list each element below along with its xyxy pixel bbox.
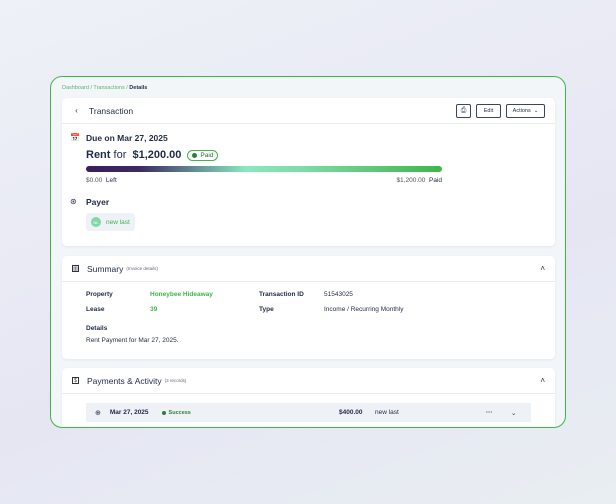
chevron-up-icon[interactable]: ˄ bbox=[540, 376, 545, 385]
left-value: $0.00 bbox=[86, 177, 103, 184]
paid-value: $1,200.00 bbox=[396, 177, 426, 184]
dollar-circle-icon: ⊕ bbox=[95, 409, 101, 417]
type-label: Type bbox=[259, 306, 274, 313]
summary-title: Summary bbox=[87, 263, 124, 274]
transaction-id-label: Transaction ID bbox=[259, 291, 304, 298]
left-label: Left bbox=[105, 177, 117, 184]
details-text: Rent Payment for Mar 27, 2025. bbox=[86, 337, 179, 344]
summary-header[interactable]: ▥ Summary (Invoice details) ˄ bbox=[62, 256, 555, 282]
page-title: Transaction bbox=[89, 105, 134, 116]
summary-subtitle: (Invoice details) bbox=[126, 266, 158, 271]
summary-card: ▥ Summary (Invoice details) ˄ Property H… bbox=[62, 256, 555, 359]
property-label: Property bbox=[86, 291, 113, 298]
left-amount: $0.00 Left bbox=[86, 177, 117, 184]
money-icon: $ bbox=[72, 377, 79, 384]
actions-label: Actions bbox=[512, 107, 531, 114]
chevron-down-icon: ⌄ bbox=[533, 107, 539, 114]
for-label: for bbox=[113, 149, 127, 161]
payment-status: Success bbox=[168, 409, 191, 416]
payer-icon: ⊛ bbox=[70, 197, 77, 206]
rent-amount-line: Rent for $1,200.00 Paid bbox=[86, 149, 219, 161]
status-label: Paid bbox=[200, 151, 214, 159]
amount: $1,200.00 bbox=[132, 149, 182, 161]
payment-amount: $400.00 bbox=[339, 409, 363, 416]
success-icon bbox=[161, 410, 166, 415]
breadcrumb-dashboard[interactable]: Dashboard bbox=[62, 85, 89, 91]
more-icon[interactable]: ··· bbox=[486, 409, 493, 416]
payer-title: Payer bbox=[86, 197, 110, 207]
payer-chip[interactable]: NL new last bbox=[86, 213, 135, 231]
chevron-up-icon[interactable]: ˄ bbox=[540, 264, 545, 273]
payments-card: $ Payments & Activity (3 records) ˄ ⊕ Ma… bbox=[62, 368, 555, 427]
payments-title: Payments & Activity bbox=[87, 375, 162, 386]
payments-header[interactable]: $ Payments & Activity (3 records) ˄ bbox=[62, 368, 555, 394]
transaction-card: ‹ Transaction ⎙ Edit Actions ⌄ 📅 Due on M… bbox=[62, 98, 555, 246]
progress-fill bbox=[86, 166, 442, 172]
edit-button[interactable]: Edit bbox=[476, 103, 501, 118]
payment-date: Mar 27, 2025 bbox=[109, 409, 149, 416]
payments-subtitle: (3 records) bbox=[164, 378, 187, 383]
status-badge: Paid bbox=[187, 149, 219, 161]
transaction-details-panel: Dashboard / Transactions / Details ‹ Tra… bbox=[50, 76, 566, 428]
transaction-id: 51543025 bbox=[324, 291, 353, 298]
paid-amount: $1,200.00 Paid bbox=[362, 177, 442, 184]
breadcrumb-details: Details bbox=[129, 85, 148, 91]
type-value: Income / Recurring Monthly bbox=[324, 306, 404, 313]
payment-progress-bar bbox=[86, 166, 442, 172]
payer-name: new last bbox=[106, 218, 130, 226]
calendar-icon: 📅 bbox=[70, 133, 80, 142]
chevron-down-icon[interactable]: ⌄ bbox=[511, 409, 517, 417]
breadcrumb-transactions[interactable]: Transactions bbox=[93, 85, 125, 91]
due-date: Due on Mar 27, 2025 bbox=[86, 133, 168, 143]
breadcrumb: Dashboard / Transactions / Details bbox=[62, 85, 148, 91]
check-circle-icon bbox=[192, 152, 198, 158]
rent-label: Rent bbox=[86, 149, 111, 161]
paid-label: Paid bbox=[428, 177, 442, 184]
chart-icon: ▥ bbox=[72, 265, 79, 272]
property-link[interactable]: Honeybee Hideaway bbox=[150, 291, 213, 298]
payment-payer: new last bbox=[375, 409, 399, 416]
printer-icon: ⎙ bbox=[460, 106, 467, 114]
print-button[interactable]: ⎙ bbox=[456, 103, 471, 118]
avatar: NL bbox=[91, 217, 101, 227]
actions-button[interactable]: Actions ⌄ bbox=[506, 103, 545, 118]
payment-row[interactable]: ⊕ Mar 27, 2025 Success $400.00 new last … bbox=[86, 403, 531, 422]
lease-label: Lease bbox=[86, 306, 105, 313]
back-icon[interactable]: ‹ bbox=[75, 106, 78, 115]
details-label: Details bbox=[86, 325, 108, 332]
lease-link[interactable]: 39 bbox=[150, 306, 158, 313]
